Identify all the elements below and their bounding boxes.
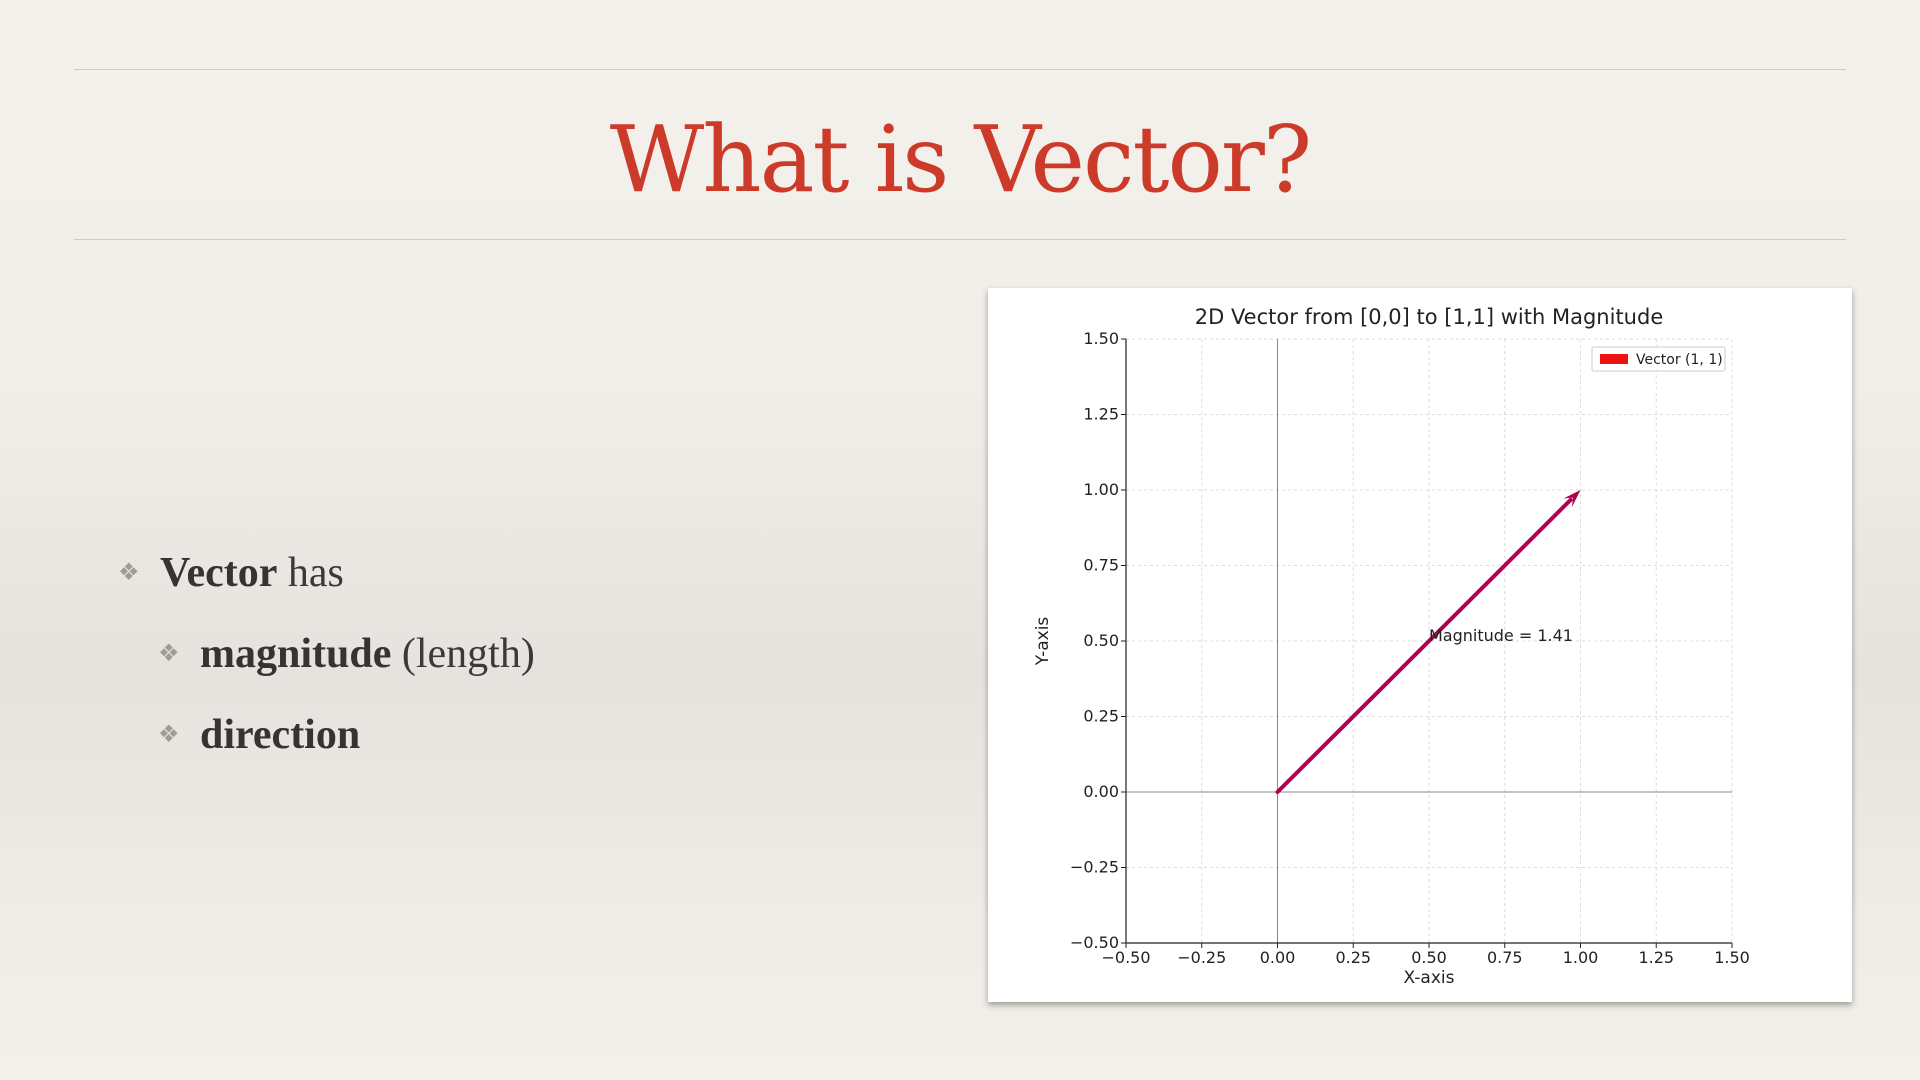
bullet-item: ❖ direction	[158, 707, 361, 763]
chart-legend: Vector (1, 1)	[1591, 346, 1726, 372]
x-tick-label: −0.25	[1177, 948, 1226, 967]
legend-box	[1591, 346, 1726, 372]
bullet-bold-text: direction	[200, 712, 361, 758]
bullet-marker-icon: ❖	[158, 722, 180, 748]
bullet-marker-icon: ❖	[118, 560, 140, 586]
vector-chart: −0.50 −0.25 0.00 0.25 0.50 0.75 1.00 1.25 1.50 −0…	[1033, 305, 1750, 988]
vector-shaft	[1275, 497, 1573, 794]
bullet-bold-text: Vector	[160, 550, 278, 596]
x-tick-label: 0.25	[1335, 948, 1371, 967]
legend-label: Vector (1, 1)	[1636, 352, 1723, 368]
x-tick-label: 1.00	[1563, 948, 1599, 967]
y-tick-label: −0.25	[1070, 858, 1119, 877]
chart-image: −0.50 −0.25 0.00 0.25 0.50 0.75 1.00 1.25 1.50 −0…	[988, 288, 1852, 1002]
bullet-marker-icon: ❖	[158, 641, 180, 667]
vector-arrowhead	[1563, 490, 1581, 507]
legend-swatch	[1600, 354, 1628, 364]
x-tick-label: −0.50	[1101, 948, 1150, 967]
x-axis-label: X-axis	[1404, 968, 1455, 988]
y-tick-label: 1.50	[1083, 329, 1119, 348]
x-tick-label: 0.75	[1487, 948, 1523, 967]
y-tick-label: 0.75	[1083, 556, 1119, 575]
chart-title: 2D Vector from [0,0] to [1,1] with Magni…	[1195, 305, 1664, 329]
y-tick-label: −0.50	[1070, 933, 1119, 952]
x-tick-label: 1.25	[1638, 948, 1674, 967]
y-axis-label: Y-axis	[1033, 617, 1053, 667]
y-tick-label: 0.50	[1083, 631, 1119, 650]
magnitude-annotation: Magnitude = 1.41	[1429, 626, 1573, 645]
x-tick-label: 0.00	[1260, 948, 1296, 967]
title-underline	[74, 239, 1846, 240]
slide-title: What is Vector?	[609, 106, 1312, 213]
bullet-text: (length)	[391, 631, 535, 677]
bullet-item: ❖ Vector has	[118, 545, 344, 601]
y-tick-label: 1.00	[1083, 480, 1119, 499]
x-tick-label: 0.50	[1411, 948, 1447, 967]
x-tick-label: 1.50	[1714, 948, 1750, 967]
y-tick-label: 0.25	[1083, 707, 1119, 726]
bullet-item: ❖ magnitude (length)	[158, 626, 535, 682]
bullet-text: has	[277, 550, 344, 596]
y-tick-label: 1.25	[1083, 405, 1119, 424]
top-rule	[74, 69, 1846, 70]
bullet-bold-text: magnitude	[200, 631, 392, 677]
y-tick-label: 0.00	[1083, 782, 1119, 801]
